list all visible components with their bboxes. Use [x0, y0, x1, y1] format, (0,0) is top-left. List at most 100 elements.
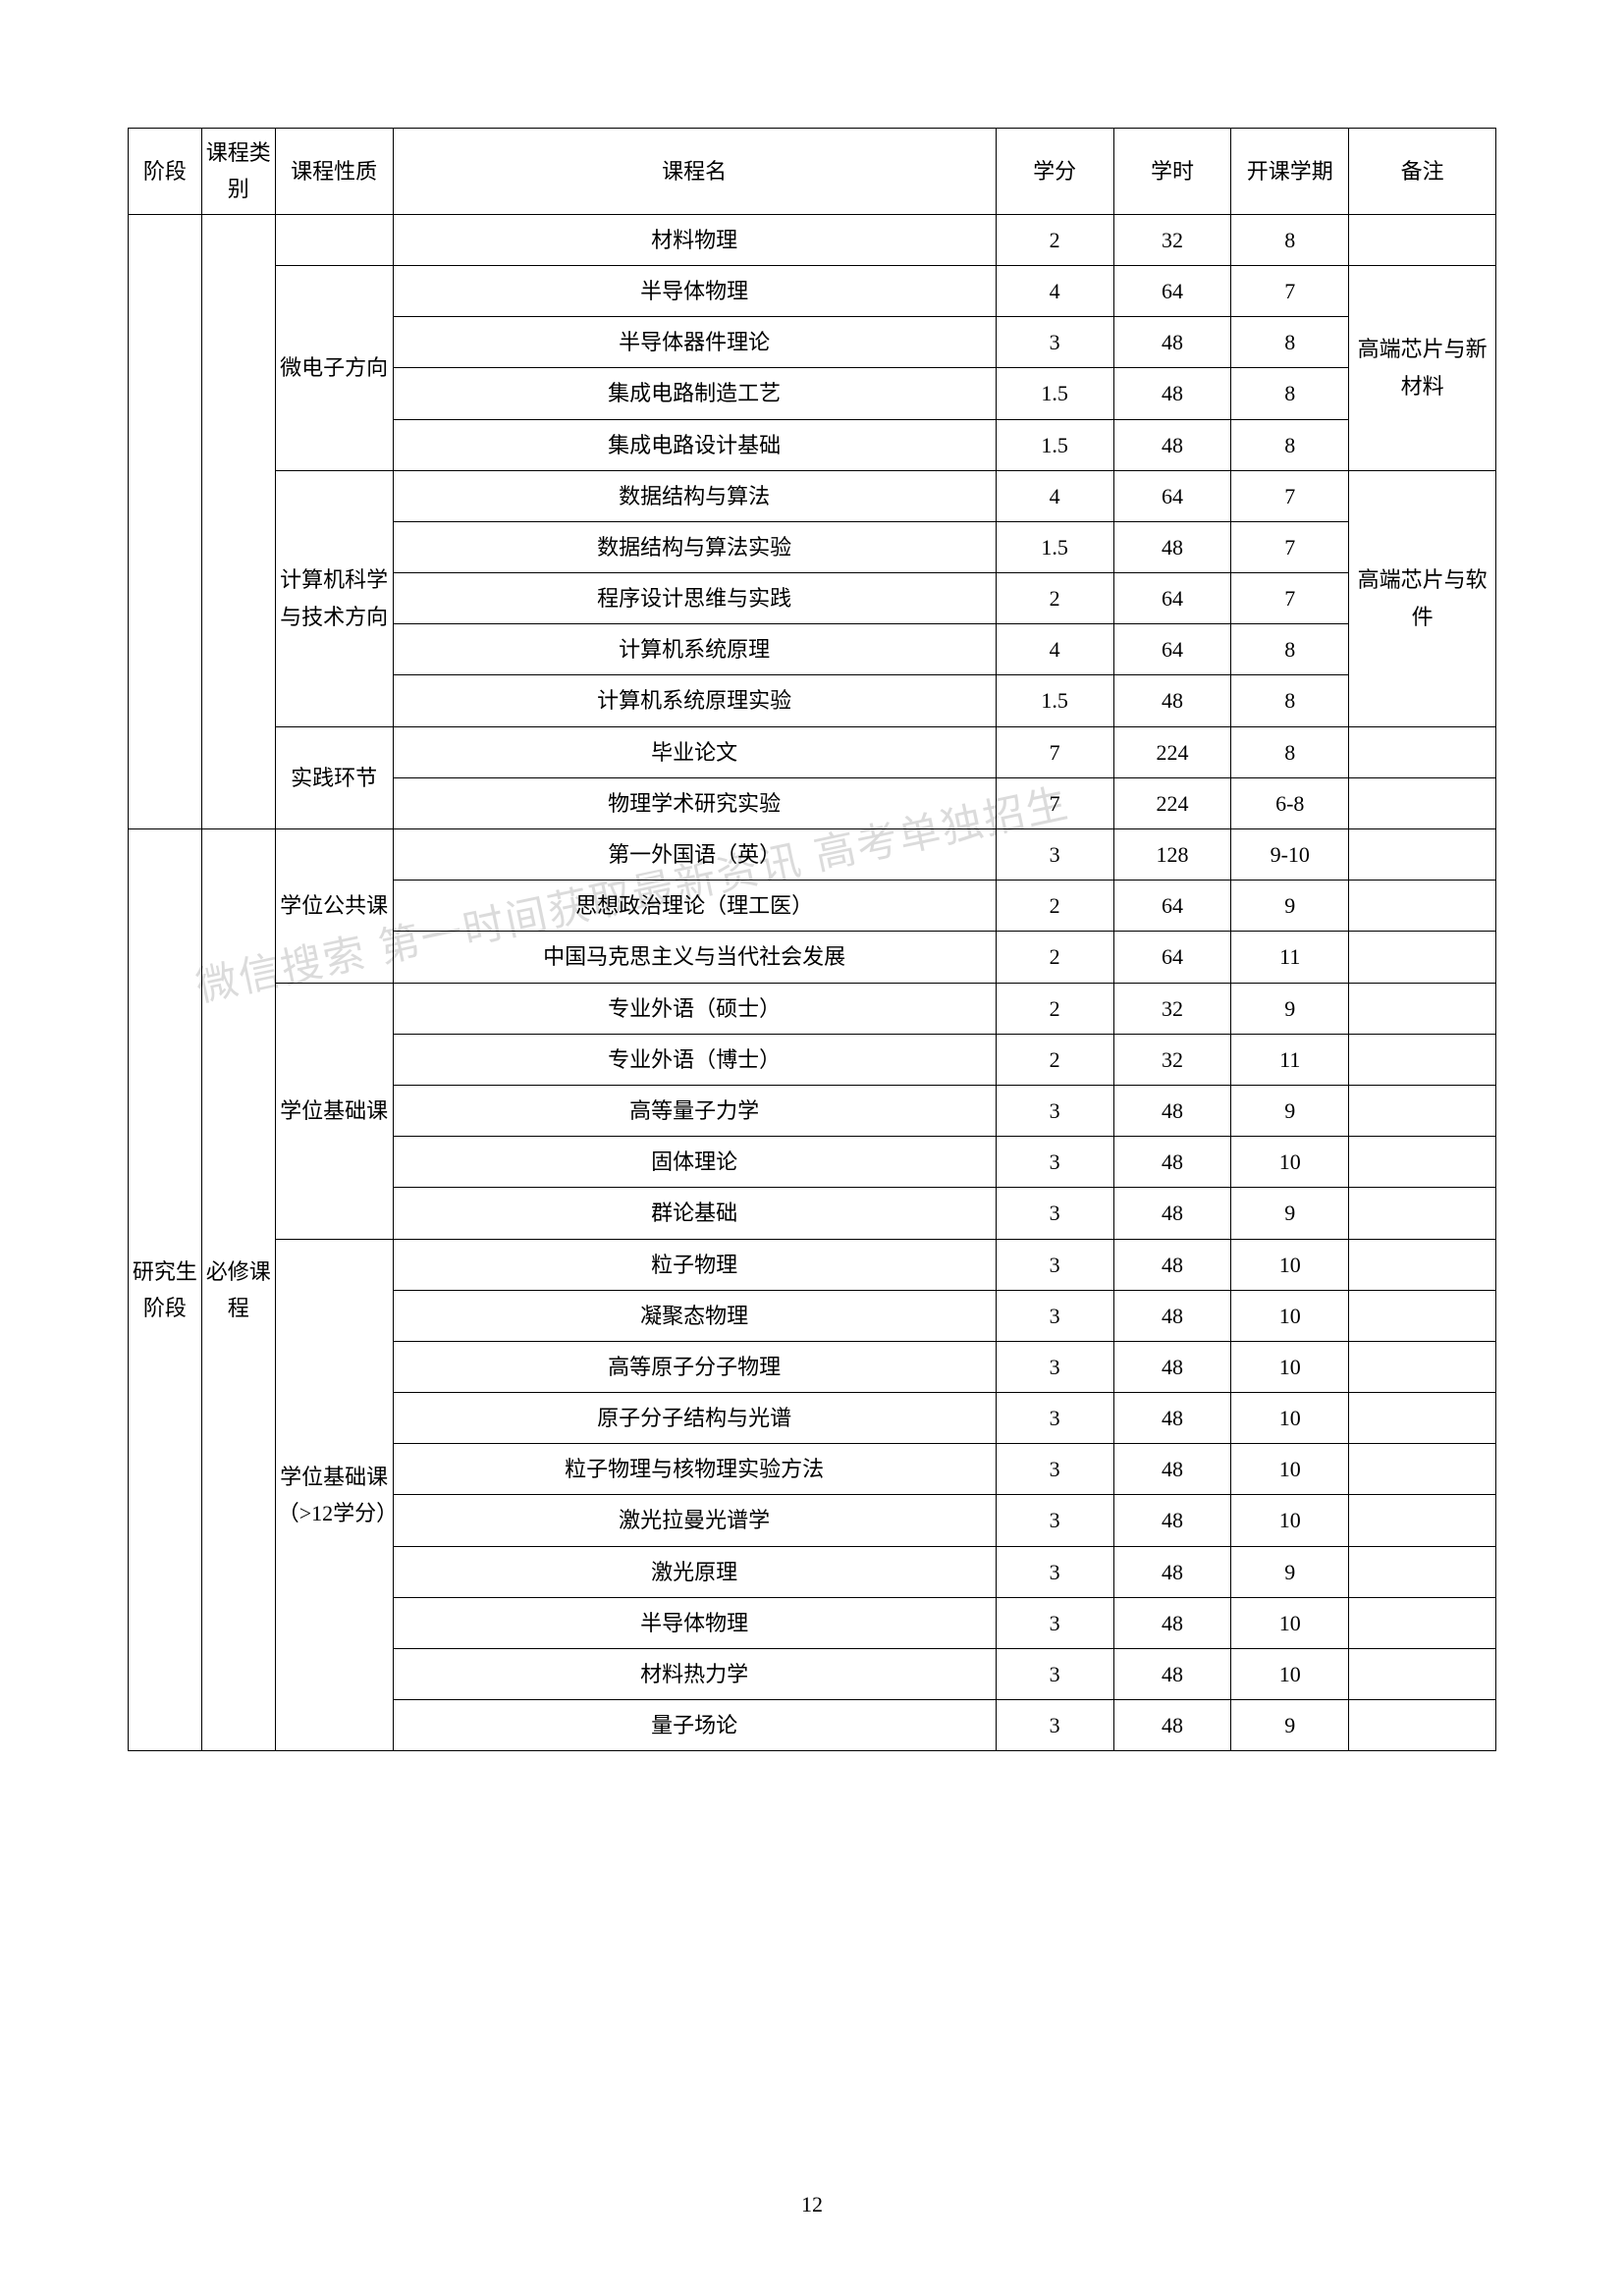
- cell-name: 中国马克思主义与当代社会发展: [393, 932, 996, 983]
- cell-credit: 3: [996, 1290, 1113, 1341]
- cell-hours: 48: [1113, 368, 1231, 419]
- cell-hours: 48: [1113, 1239, 1231, 1290]
- cell-hours: 32: [1113, 983, 1231, 1034]
- cell-hours: 48: [1113, 1085, 1231, 1136]
- cell-hours: 48: [1113, 1444, 1231, 1495]
- cell-hours: 48: [1113, 1341, 1231, 1392]
- cell-remark-cs: 高端芯片与软件: [1349, 470, 1496, 726]
- cell-name: 半导体物理: [393, 265, 996, 316]
- cell-credit: 7: [996, 777, 1113, 828]
- cell-semester: 10: [1231, 1137, 1349, 1188]
- cell-credit: 2: [996, 983, 1113, 1034]
- cell-semester: 9: [1231, 1188, 1349, 1239]
- cell-semester: 7: [1231, 265, 1349, 316]
- cell-name: 高等量子力学: [393, 1085, 996, 1136]
- cell-remark-micro: 高端芯片与新材料: [1349, 265, 1496, 470]
- cell-remark: [1349, 1290, 1496, 1341]
- cell-remark: [1349, 726, 1496, 777]
- cell-name: 物理学术研究实验: [393, 777, 996, 828]
- cell-hours: 48: [1113, 1597, 1231, 1648]
- cell-stage-empty: [129, 214, 202, 828]
- cell-name: 材料物理: [393, 214, 996, 265]
- cell-remark: [1349, 1085, 1496, 1136]
- cell-remark: [1349, 983, 1496, 1034]
- curriculum-table: 阶段 课程类别 课程性质 课程名 学分 学时 开课学期 备注 材料物理 2 32…: [128, 128, 1496, 1751]
- cell-name: 数据结构与算法: [393, 470, 996, 521]
- cell-hours: 48: [1113, 675, 1231, 726]
- cell-hours: 48: [1113, 1137, 1231, 1188]
- cell-semester: 8: [1231, 726, 1349, 777]
- cell-credit: 3: [996, 1085, 1113, 1136]
- cell-remark: [1349, 1034, 1496, 1085]
- cell-nature-practice: 实践环节: [275, 726, 393, 828]
- cell-semester: 10: [1231, 1597, 1349, 1648]
- cell-credit: 4: [996, 624, 1113, 675]
- cell-hours: 48: [1113, 1188, 1231, 1239]
- cell-credit: 3: [996, 1137, 1113, 1188]
- table-row: 学位基础课（>12学分） 粒子物理 3 48 10: [129, 1239, 1496, 1290]
- cell-semester: 10: [1231, 1341, 1349, 1392]
- cell-nature-micro: 微电子方向: [275, 265, 393, 470]
- cell-hours: 48: [1113, 419, 1231, 470]
- cell-semester: 8: [1231, 317, 1349, 368]
- cell-semester: 8: [1231, 675, 1349, 726]
- cell-credit: 4: [996, 470, 1113, 521]
- cell-credit: 4: [996, 265, 1113, 316]
- cell-remark: [1349, 881, 1496, 932]
- cell-name: 量子场论: [393, 1700, 996, 1751]
- cell-remark: [1349, 1700, 1496, 1751]
- cell-hours: 64: [1113, 470, 1231, 521]
- cell-name: 激光原理: [393, 1546, 996, 1597]
- cell-hours: 224: [1113, 777, 1231, 828]
- cell-credit: 3: [996, 1393, 1113, 1444]
- table-row: 材料物理 2 32 8: [129, 214, 1496, 265]
- cell-credit: 3: [996, 829, 1113, 881]
- cell-name: 专业外语（博士）: [393, 1034, 996, 1085]
- page-container: 微信搜索 第一时间获取最新资讯 高考单独招生 阶段 课程类别 课程性质 课程名 …: [0, 0, 1624, 1810]
- cell-credit: 3: [996, 1444, 1113, 1495]
- cell-semester: 11: [1231, 932, 1349, 983]
- cell-semester: 9: [1231, 1700, 1349, 1751]
- cell-credit: 1.5: [996, 368, 1113, 419]
- cell-semester: 10: [1231, 1290, 1349, 1341]
- cell-category-req: 必修课程: [201, 829, 275, 1751]
- cell-credit: 3: [996, 1341, 1113, 1392]
- cell-remark: [1349, 1188, 1496, 1239]
- table-row: 计算机科学与技术方向 数据结构与算法 4 64 7 高端芯片与软件: [129, 470, 1496, 521]
- cell-name: 集成电路设计基础: [393, 419, 996, 470]
- cell-nature-cs: 计算机科学与技术方向: [275, 470, 393, 726]
- header-remark: 备注: [1349, 129, 1496, 215]
- cell-remark: [1349, 829, 1496, 881]
- cell-semester: 8: [1231, 368, 1349, 419]
- cell-hours: 64: [1113, 932, 1231, 983]
- header-credit: 学分: [996, 129, 1113, 215]
- cell-semester: 10: [1231, 1649, 1349, 1700]
- cell-name: 计算机系统原理实验: [393, 675, 996, 726]
- cell-hours: 48: [1113, 1546, 1231, 1597]
- cell-name: 思想政治理论（理工医）: [393, 881, 996, 932]
- cell-hours: 48: [1113, 317, 1231, 368]
- cell-credit: 2: [996, 932, 1113, 983]
- cell-name: 集成电路制造工艺: [393, 368, 996, 419]
- cell-name: 粒子物理与核物理实验方法: [393, 1444, 996, 1495]
- cell-remark: [1349, 214, 1496, 265]
- cell-credit: 3: [996, 1495, 1113, 1546]
- cell-hours: 224: [1113, 726, 1231, 777]
- cell-name: 程序设计思维与实践: [393, 573, 996, 624]
- cell-stage-grad: 研究生阶段: [129, 829, 202, 1751]
- cell-name: 固体理论: [393, 1137, 996, 1188]
- cell-category-empty: [201, 214, 275, 828]
- cell-hours: 48: [1113, 1290, 1231, 1341]
- cell-semester: 9-10: [1231, 829, 1349, 881]
- cell-nature-pub: 学位公共课: [275, 829, 393, 984]
- cell-semester: 11: [1231, 1034, 1349, 1085]
- header-nature: 课程性质: [275, 129, 393, 215]
- cell-credit: 3: [996, 1649, 1113, 1700]
- cell-hours: 128: [1113, 829, 1231, 881]
- cell-hours: 64: [1113, 624, 1231, 675]
- cell-name: 激光拉曼光谱学: [393, 1495, 996, 1546]
- cell-semester: 9: [1231, 1085, 1349, 1136]
- cell-semester: 9: [1231, 881, 1349, 932]
- cell-credit: 3: [996, 1597, 1113, 1648]
- cell-name: 毕业论文: [393, 726, 996, 777]
